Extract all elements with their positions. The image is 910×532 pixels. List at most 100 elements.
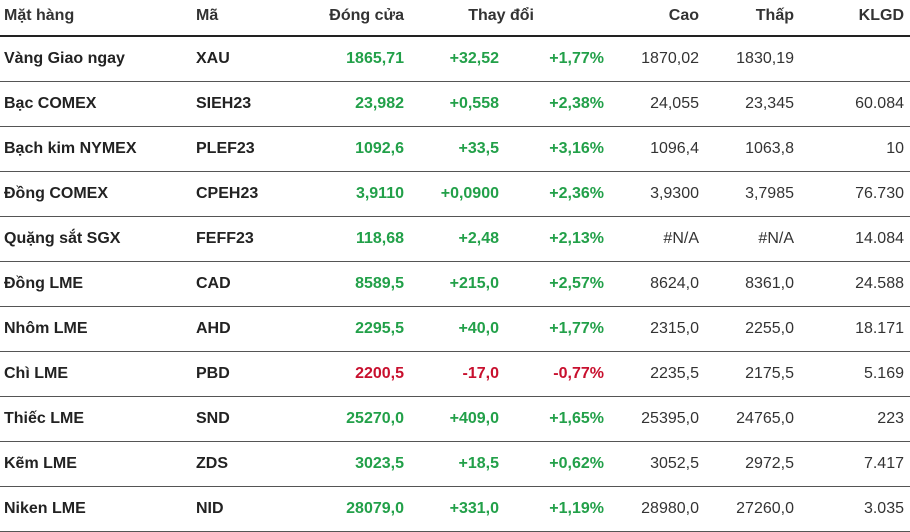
cell-close: 25270,0 <box>346 409 404 427</box>
table-row[interactable]: Thiếc LME SND 25270,0 +409,0 +1,65% 25395,0 24… <box>0 396 910 441</box>
cell-volume: 76.730 <box>855 184 904 202</box>
cell-change-percent: +2,57% <box>549 274 604 292</box>
cell-low: 2972,5 <box>745 454 794 472</box>
header-low[interactable]: Thấp <box>705 0 800 37</box>
cell-low: 1063,8 <box>745 139 794 157</box>
header-high[interactable]: Cao <box>610 0 705 37</box>
cell-code: CPEH23 <box>196 184 259 202</box>
cell-volume: 7.417 <box>863 454 904 472</box>
table-row[interactable]: Niken LME NID 28079,0 +331,0 +1,19% 28980,0 27… <box>0 486 910 531</box>
cell-change-percent: +1,77% <box>549 319 604 337</box>
table-row[interactable]: Bạch kim NYMEX PLEF23 1092,6 +33,5 +3,16% 109… <box>0 126 910 171</box>
cell-change: +2,48 <box>458 229 499 247</box>
header-name[interactable]: Mặt hàng <box>0 0 190 37</box>
header-change-label: Thay đổi <box>468 6 534 24</box>
cell-close: 2295,5 <box>355 319 404 337</box>
cell-high: 1096,4 <box>650 139 699 157</box>
cell-low: #N/A <box>758 229 794 247</box>
cell-code: AHD <box>196 319 231 337</box>
cell-change-percent: +1,19% <box>549 499 604 517</box>
cell-close: 8589,5 <box>355 274 404 292</box>
cell-code: FEFF23 <box>196 229 254 247</box>
cell-volume: 14.084 <box>855 229 904 247</box>
cell-change: -17,0 <box>462 364 499 382</box>
cell-change: +33,5 <box>458 139 499 157</box>
cell-name: Bạc COMEX <box>4 94 97 112</box>
cell-volume: 5.169 <box>863 364 904 382</box>
cell-low: 23,345 <box>745 94 794 112</box>
cell-change: +32,52 <box>449 49 499 67</box>
cell-close: 3023,5 <box>355 454 404 472</box>
cell-low: 27260,0 <box>736 499 794 517</box>
cell-change-percent: +2,36% <box>549 184 604 202</box>
cell-close: 1865,71 <box>346 49 404 67</box>
cell-volume: 18.171 <box>855 319 904 337</box>
cell-high: 3,9300 <box>650 184 699 202</box>
cell-name: Thiếc LME <box>4 409 85 427</box>
table-header: Mặt hàng Mã Đóng cửa Thay đổi Cao Thấp K… <box>0 0 910 37</box>
cell-change-percent: +2,38% <box>549 94 604 112</box>
cell-name: Đồng COMEX <box>4 184 108 202</box>
table-body: Vàng Giao ngay XAU 1865,71 +32,52 +1,77% 1870… <box>0 36 910 531</box>
header-volume[interactable]: KLGD <box>800 0 910 37</box>
table-row[interactable]: Đồng LME CAD 8589,5 +215,0 +2,57% 8624,0 8361,… <box>0 261 910 306</box>
cell-name: Niken LME <box>4 499 86 517</box>
cell-name: Quặng sắt SGX <box>4 229 121 247</box>
cell-name: Đồng LME <box>4 274 84 292</box>
cell-close: 2200,5 <box>355 364 404 382</box>
cell-change: +331,0 <box>449 499 499 517</box>
cell-change-percent: +3,16% <box>549 139 604 157</box>
cell-volume: 60.084 <box>855 94 904 112</box>
table-row[interactable]: Đồng COMEX CPEH23 3,9110 +0,0900 +2,36% 3,930… <box>0 171 910 216</box>
cell-change-percent: +0,62% <box>549 454 604 472</box>
cell-change: +409,0 <box>449 409 499 427</box>
cell-close: 23,982 <box>355 94 404 112</box>
table-row[interactable]: Chì LME PBD 2200,5 -17,0 -0,77% 2235,5 2175,5 5… <box>0 351 910 396</box>
header-close[interactable]: Đóng cửa <box>290 0 410 37</box>
cell-high: 3052,5 <box>650 454 699 472</box>
cell-code: PLEF23 <box>196 139 255 157</box>
cell-low: 1830,19 <box>736 49 794 67</box>
cell-close: 28079,0 <box>346 499 404 517</box>
cell-change: +40,0 <box>458 319 499 337</box>
cell-name: Chì LME <box>4 364 68 382</box>
cell-name: Bạch kim NYMEX <box>4 139 137 157</box>
table-row[interactable]: Bạc COMEX SIEH23 23,982 +0,558 +2,38% 24,055 2… <box>0 81 910 126</box>
cell-close: 3,9110 <box>355 184 404 202</box>
cell-low: 2255,0 <box>745 319 794 337</box>
cell-code: PBD <box>196 364 230 382</box>
cell-change: +0,0900 <box>440 184 499 202</box>
cell-code: CAD <box>196 274 231 292</box>
cell-code: ZDS <box>196 454 228 472</box>
cell-high: 24,055 <box>650 94 699 112</box>
table-row[interactable]: Quặng sắt SGX FEFF23 118,68 +2,48 +2,13% #N/A… <box>0 216 910 261</box>
cell-change-percent: +1,65% <box>549 409 604 427</box>
cell-change: +0,558 <box>449 94 499 112</box>
cell-volume: 3.035 <box>863 499 904 517</box>
cell-name: Vàng Giao ngay <box>4 49 125 67</box>
cell-change: +18,5 <box>458 454 499 472</box>
cell-volume: 24.588 <box>855 274 904 292</box>
cell-high: 25395,0 <box>641 409 699 427</box>
cell-close: 1092,6 <box>355 139 404 157</box>
cell-change: +215,0 <box>449 274 499 292</box>
table-row[interactable]: Kẽm LME ZDS 3023,5 +18,5 +0,62% 3052,5 2972,5 7… <box>0 441 910 486</box>
cell-code: SND <box>196 409 230 427</box>
cell-volume: 223 <box>877 409 904 427</box>
cell-high: 2235,5 <box>650 364 699 382</box>
cell-high: 28980,0 <box>641 499 699 517</box>
header-change[interactable]: Thay đổi <box>410 0 610 37</box>
table-row[interactable]: Vàng Giao ngay XAU 1865,71 +32,52 +1,77% 1870… <box>0 36 910 81</box>
cell-name: Nhôm LME <box>4 319 88 337</box>
cell-high: #N/A <box>663 229 699 247</box>
header-row: Mặt hàng Mã Đóng cửa Thay đổi Cao Thấp K… <box>0 0 910 37</box>
cell-code: XAU <box>196 49 230 67</box>
table-row[interactable]: Nhôm LME AHD 2295,5 +40,0 +1,77% 2315,0 2255,0… <box>0 306 910 351</box>
cell-high: 2315,0 <box>650 319 699 337</box>
cell-low: 3,7985 <box>745 184 794 202</box>
cell-code: SIEH23 <box>196 94 252 112</box>
cell-volume <box>800 36 910 81</box>
header-code[interactable]: Mã <box>190 0 290 37</box>
cell-close: 118,68 <box>355 229 404 247</box>
